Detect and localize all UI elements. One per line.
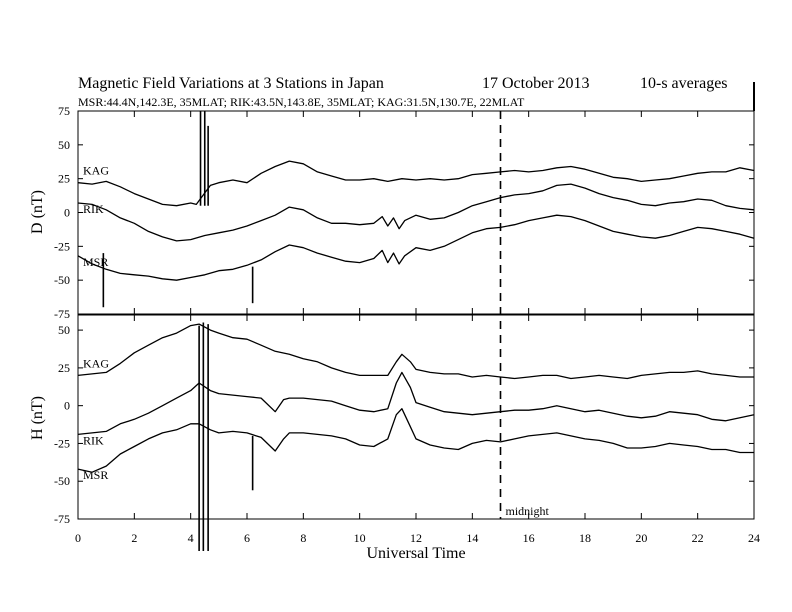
d-ytick-label: 0: [64, 206, 70, 220]
h-component-panel: 50 25 0 -25 -50 -75 KAG RIK MSR H (nT): [29, 314, 755, 551]
d-station-label-msr: MSR: [83, 255, 108, 269]
xtick-label: 2: [131, 531, 137, 545]
xtick-label: 22: [692, 531, 704, 545]
d-ytick-label: 75: [58, 104, 70, 118]
h-ytick-label: -25: [54, 436, 70, 450]
d-station-label-rik: RIK: [83, 202, 104, 216]
d-ytick-label: -75: [54, 307, 70, 321]
d-series-rik: [77, 183, 755, 242]
d-ytick-label: -25: [54, 239, 70, 253]
d-panel-ylabel: D (nT): [29, 190, 46, 234]
xtick-label: 10: [354, 531, 366, 545]
chart-date: 17 October 2013: [482, 75, 590, 92]
xtick-label: 12: [410, 531, 422, 545]
h-ytick-label: -75: [54, 512, 70, 526]
chart-title: Magnetic Field Variations at 3 Stations …: [78, 75, 384, 92]
xtick-label: 18: [579, 531, 591, 545]
d-ytick-label: -50: [54, 273, 70, 287]
d-station-label-kag: KAG: [83, 164, 109, 178]
midnight-label: midnight: [506, 504, 550, 518]
h-ytick-label: 25: [58, 361, 70, 375]
chart-averaging: 10-s averages: [640, 75, 728, 92]
xtick-label: 0: [75, 531, 81, 545]
d-component-panel: 75 50 25 0 -25 -50 -75 KAG RIK MSR D (nT): [29, 104, 755, 321]
xtick-label: 24: [748, 531, 760, 545]
h-ytick-label: 50: [58, 323, 70, 337]
h-series-msr: [77, 408, 754, 473]
xtick-label: 6: [244, 531, 250, 545]
h-station-label-msr: MSR: [83, 468, 108, 482]
d-ytick-label: 50: [58, 138, 70, 152]
h-ytick-label: -50: [54, 474, 70, 488]
h-series-kag: [77, 323, 754, 380]
d-series-kag: [77, 160, 755, 207]
xtick-label: 8: [300, 531, 306, 545]
x-axis-label: Universal Time: [366, 545, 465, 562]
xtick-label: 14: [466, 531, 478, 545]
d-series-msr: [77, 214, 755, 281]
station-coordinates: MSR:44.4N,142.3E, 35MLAT; RIK:43.5N,143.…: [78, 95, 525, 109]
xtick-label: 20: [635, 531, 647, 545]
xtick-label: 16: [523, 531, 535, 545]
h-panel-ylabel: H (nT): [29, 396, 46, 440]
h-ytick-label: 0: [64, 399, 70, 413]
d-ytick-label: 25: [58, 172, 70, 186]
h-series-rik: [77, 371, 755, 436]
xtick-label: 4: [188, 531, 194, 545]
h-station-label-rik: RIK: [83, 433, 104, 447]
h-station-label-kag: KAG: [83, 356, 109, 370]
